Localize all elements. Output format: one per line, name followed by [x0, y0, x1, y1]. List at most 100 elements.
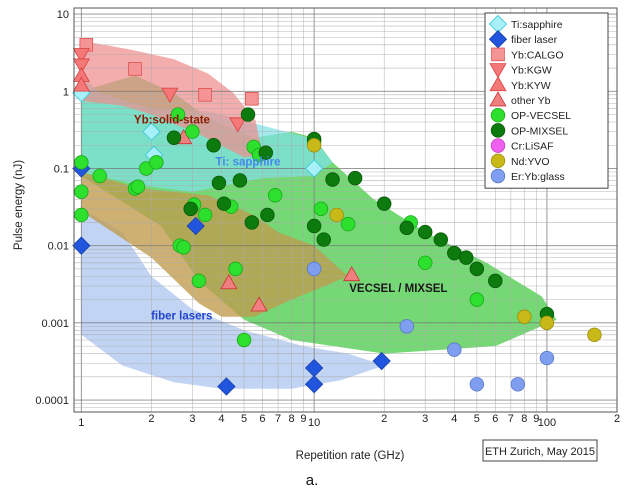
data-point-yb-calgo [198, 88, 212, 102]
data-point-op-mixsel [458, 250, 474, 265]
data-point-fiber-laser [304, 375, 324, 394]
data-point-op-vecsel [236, 332, 252, 348]
x-axis-label: Repetition rate (GHz) [296, 450, 405, 462]
region-label-layer: VECSEL / MIXSEL Ti: sapphire fiber lasers Y… [134, 115, 448, 323]
data-point-op-vecsel [228, 261, 243, 277]
x-tick-label: 3 [422, 413, 428, 425]
y-tick-label: 0.01 [48, 241, 69, 253]
data-point-op-mixsel [325, 172, 340, 187]
data-point-yb-calgo [128, 62, 142, 76]
x-tick-label: 9 [300, 413, 306, 425]
data-point-nd-yvo [329, 207, 344, 223]
data-point-op-vecsel [92, 168, 107, 184]
data-point-er-yb-glass [306, 261, 322, 277]
x-tick-label: 2 [381, 413, 387, 425]
y-tick-label: 0.001 [41, 318, 69, 330]
data-point-op-mixsel [306, 218, 322, 234]
legend-entry-yb-kyw: Yb:KYW [511, 80, 551, 92]
x-tick-label: 8 [521, 413, 527, 425]
legend-entry-fiber-laser: fiber laser [511, 34, 558, 46]
legend-entry-op-mixsel: OP-MIXSEL [511, 125, 568, 137]
data-point-ti-sapphire [142, 122, 161, 141]
region-label-3: fiber lasers [151, 311, 212, 323]
data-point-op-vecsel [149, 155, 164, 170]
data-point-op-vecsel [469, 292, 485, 307]
x-tick-label: 10 [308, 417, 320, 429]
x-tick-label: 4 [218, 413, 224, 425]
x-tick-label: 5 [474, 413, 480, 425]
data-point-nd-yvo [539, 315, 555, 331]
legend-marker-yb-kyw [489, 76, 507, 92]
data-point-op-mixsel [232, 173, 248, 188]
x-tick-label: 6 [492, 413, 498, 425]
data-point-yb-kgw [72, 48, 90, 64]
data-point-er-yb-glass [469, 377, 485, 392]
legend-marker-yb-kgw [489, 63, 507, 79]
x-tick-label: 3 [189, 413, 195, 425]
legend-marker-other-yb [489, 91, 507, 107]
data-point-ti-sapphire [304, 159, 324, 178]
x-tick-label: 100 [538, 417, 556, 429]
legend-box [484, 12, 609, 189]
region-3 [81, 208, 385, 389]
data-point-op-vecsel [74, 184, 89, 199]
data-point-op-mixsel [469, 261, 485, 277]
data-point-op-vecsel [417, 255, 433, 271]
data-point-op-mixsel [216, 196, 232, 211]
x-tick-label: 6 [259, 413, 265, 425]
data-point-op-mixsel [488, 273, 503, 289]
x-tick-label: 8 [289, 413, 295, 425]
x-tick-label: 1 [78, 417, 84, 429]
data-point-op-vecsel [197, 207, 213, 223]
x-tick-label: 7 [275, 413, 281, 425]
data-point-op-mixsel [347, 170, 363, 186]
data-point-other-yb [343, 266, 361, 282]
y-tick-label: 0.0001 [35, 395, 69, 407]
data-point-nd-yvo [587, 327, 602, 343]
legend: Ti:sapphire fiber laser Yb:CALGO Yb:KGW Yb:K… [484, 12, 609, 189]
legend-marker-nd-yvo [490, 153, 506, 169]
data-point-yb-kgw [229, 117, 247, 133]
legend-marker-cr-lisaf [490, 138, 506, 153]
legend-marker-er-yb-glass [490, 168, 506, 184]
legend-entry-er-yb-glass: Er:Yb:glass [511, 171, 565, 183]
data-point-op-mixsel [258, 145, 274, 160]
data-point-op-mixsel [183, 201, 198, 217]
data-point-op-vecsel [74, 207, 89, 223]
data-point-op-vecsel [74, 155, 89, 170]
data-point-op-mixsel [206, 138, 221, 153]
data-point-fiber-laser [186, 216, 205, 236]
data-point-fiber-laser [372, 351, 391, 371]
data-point-op-vecsel [313, 201, 329, 217]
data-point-op-vecsel [340, 216, 356, 232]
data-point-op-mixsel [316, 232, 331, 247]
x-tick-label: 2 [614, 413, 620, 425]
data-point-op-mixsel [211, 175, 227, 191]
data-point-nd-yvo [306, 138, 322, 153]
y-axis-label: Pulse energy (nJ) [13, 160, 25, 250]
region-label-2: Ti: sapphire [216, 156, 281, 168]
legend-marker-op-vecsel [490, 107, 506, 123]
data-point-er-yb-glass [399, 319, 414, 334]
data-point-nd-yvo [517, 309, 532, 324]
data-point-op-mixsel [244, 215, 260, 230]
legend-entry-ti-sapphire: Ti:sapphire [511, 19, 563, 31]
legend-entry-yb-kgw: Yb:KGW [511, 65, 552, 77]
legend-marker-op-mixsel [490, 123, 506, 138]
plot-frame [73, 7, 618, 413]
data-point-fiber-laser [217, 377, 236, 396]
data-point-op-mixsel [376, 196, 392, 211]
credit-text: ETH Zurich, May 2015 [485, 446, 595, 458]
data-point-yb-kgw [72, 58, 90, 74]
panel-label: a. [306, 472, 319, 489]
data-point-yb-kgw [161, 87, 179, 103]
data-point-er-yb-glass [447, 342, 462, 357]
y-tick-label: 1 [63, 86, 69, 98]
data-point-op-mixsel [240, 107, 256, 122]
region-label-1: VECSEL / MIXSEL [349, 283, 447, 295]
data-point-yb-calgo [245, 91, 259, 106]
legend-entry-other-yb: other Yb [511, 95, 551, 107]
y-tick-label: 10 [57, 9, 69, 21]
data-point-fiber-laser [72, 236, 91, 255]
